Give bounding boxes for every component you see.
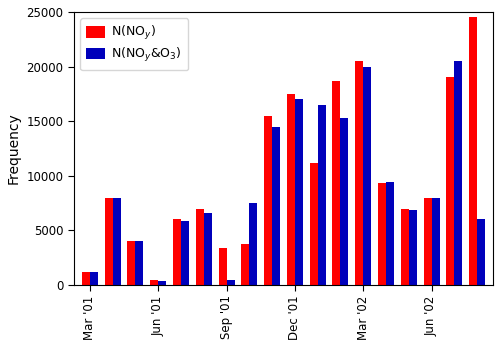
Bar [340,118,348,285]
Bar [295,99,303,285]
Bar [218,248,226,285]
Bar [242,244,250,285]
Bar [469,17,477,285]
Bar [363,67,371,285]
Bar [310,163,318,285]
Bar [355,61,363,285]
Bar [401,209,409,285]
Bar [181,221,189,285]
Bar [158,281,166,285]
Bar [409,210,416,285]
Bar [264,116,272,285]
Bar [250,203,258,285]
Bar [196,209,204,285]
Bar [446,77,454,285]
Bar [204,213,212,285]
Bar [332,81,340,285]
Bar [386,182,394,285]
Bar [104,198,112,285]
Bar [226,280,234,285]
Y-axis label: Frequency: Frequency [7,113,21,184]
Bar [287,94,295,285]
Bar [136,241,143,285]
Bar [150,280,158,285]
Bar [424,198,432,285]
Bar [82,272,90,285]
Bar [90,272,98,285]
Bar [173,219,181,285]
Bar [454,61,462,285]
Bar [378,184,386,285]
Bar [318,105,326,285]
Bar [272,127,280,285]
Bar [112,198,120,285]
Bar [477,219,485,285]
Bar [432,198,440,285]
Legend: N(NO$_y$), N(NO$_y$&O$_3$): N(NO$_y$), N(NO$_y$&O$_3$) [80,18,188,70]
Bar [128,241,136,285]
